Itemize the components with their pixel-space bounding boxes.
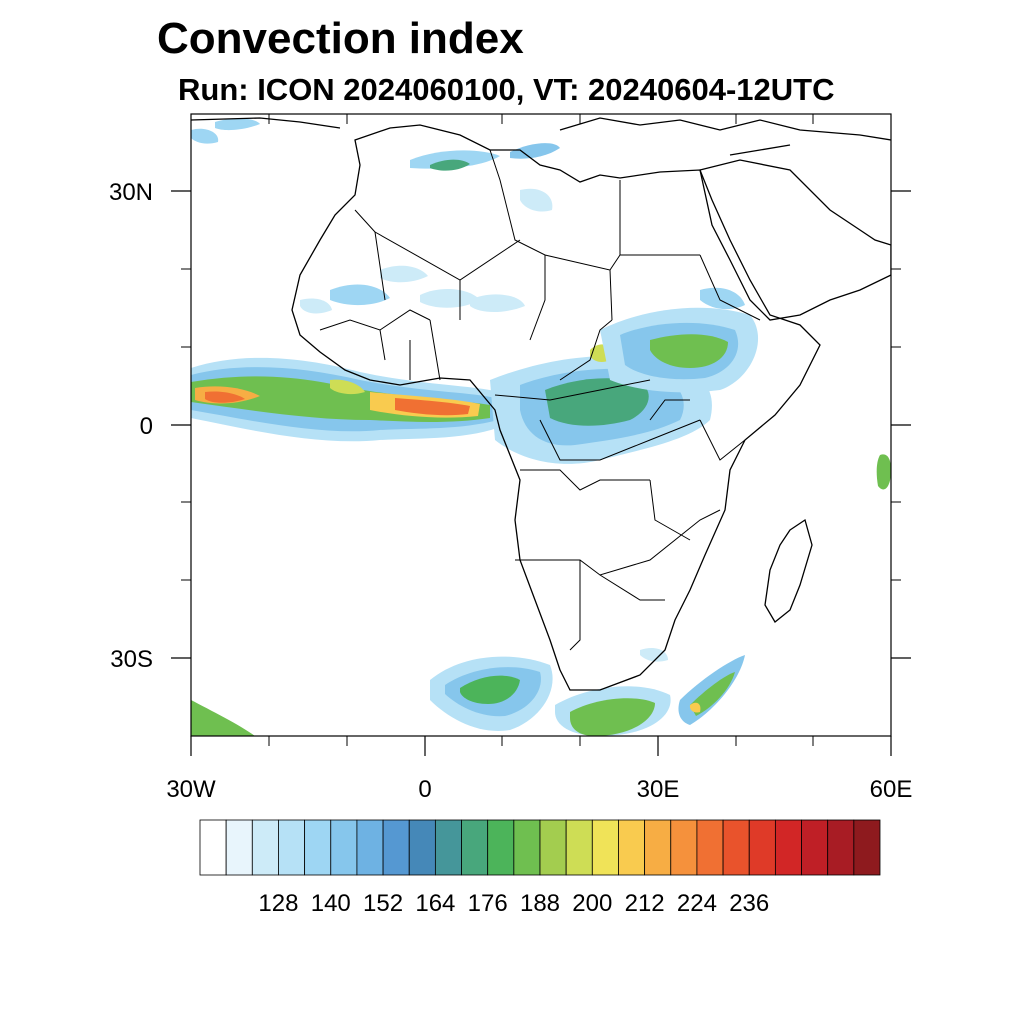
lon-label-30w: 30W xyxy=(166,776,216,803)
colorbar-swatch xyxy=(565,819,593,876)
colorbar-label: 164 xyxy=(415,890,455,917)
colorbar-swatch xyxy=(591,819,619,876)
colorbar-swatch xyxy=(330,819,358,876)
country-borders xyxy=(319,149,761,651)
colorbar-swatch xyxy=(827,819,855,876)
lat-label-30n: 30N xyxy=(109,179,153,206)
colorbar-swatch xyxy=(801,819,829,876)
colorbar-label: 128 xyxy=(258,890,298,917)
colorbar-swatch xyxy=(304,819,332,876)
colorbar-label: 188 xyxy=(520,890,560,917)
colorbar-label: 212 xyxy=(625,890,665,917)
lat-label-0: 0 xyxy=(140,413,153,440)
map-subtitle: Run: ICON 2024060100, VT: 20240604-12UTC xyxy=(178,72,835,107)
coastlines xyxy=(191,117,891,691)
colorbar-label: 200 xyxy=(572,890,612,917)
colorbar-swatch xyxy=(487,819,515,876)
colorbar-swatch xyxy=(434,819,462,876)
map-title: Convection index xyxy=(157,14,524,63)
convection-field xyxy=(191,118,891,736)
colorbar-swatch xyxy=(670,819,698,876)
colorbar-swatch xyxy=(382,819,410,876)
colorbar-swatch xyxy=(461,819,489,876)
minor-ticks xyxy=(181,114,901,746)
lon-label-30e: 30E xyxy=(637,776,680,803)
colorbar-swatch xyxy=(722,819,750,876)
lat-label-30s: 30S xyxy=(110,646,153,673)
colorbar-swatch xyxy=(644,819,672,876)
colorbar-swatch xyxy=(278,819,306,876)
colorbar-swatch xyxy=(251,819,279,876)
colorbar-label: 152 xyxy=(363,890,403,917)
colorbar-swatch xyxy=(774,819,802,876)
colorbar-swatch xyxy=(199,819,227,876)
colorbar-labels: 128 140 152 164 176 188 200 212 224 236 xyxy=(258,890,769,917)
colorbar-swatch xyxy=(408,819,436,876)
colorbar-swatch xyxy=(539,819,567,876)
colorbar-swatch xyxy=(513,819,541,876)
major-ticks xyxy=(171,190,911,756)
colorbar-swatch xyxy=(225,819,253,876)
colorbar-label: 140 xyxy=(311,890,351,917)
colorbar-swatch xyxy=(618,819,646,876)
colorbar-label: 176 xyxy=(468,890,508,917)
colorbar-label: 236 xyxy=(729,890,769,917)
colorbar xyxy=(199,819,881,876)
lon-label-0: 0 xyxy=(418,776,431,803)
colorbar-swatch xyxy=(696,819,724,876)
colorbar-swatch xyxy=(356,819,384,876)
colorbar-swatch xyxy=(853,819,881,876)
colorbar-swatch xyxy=(748,819,776,876)
lon-label-60e: 60E xyxy=(870,776,913,803)
colorbar-label: 224 xyxy=(677,890,717,917)
